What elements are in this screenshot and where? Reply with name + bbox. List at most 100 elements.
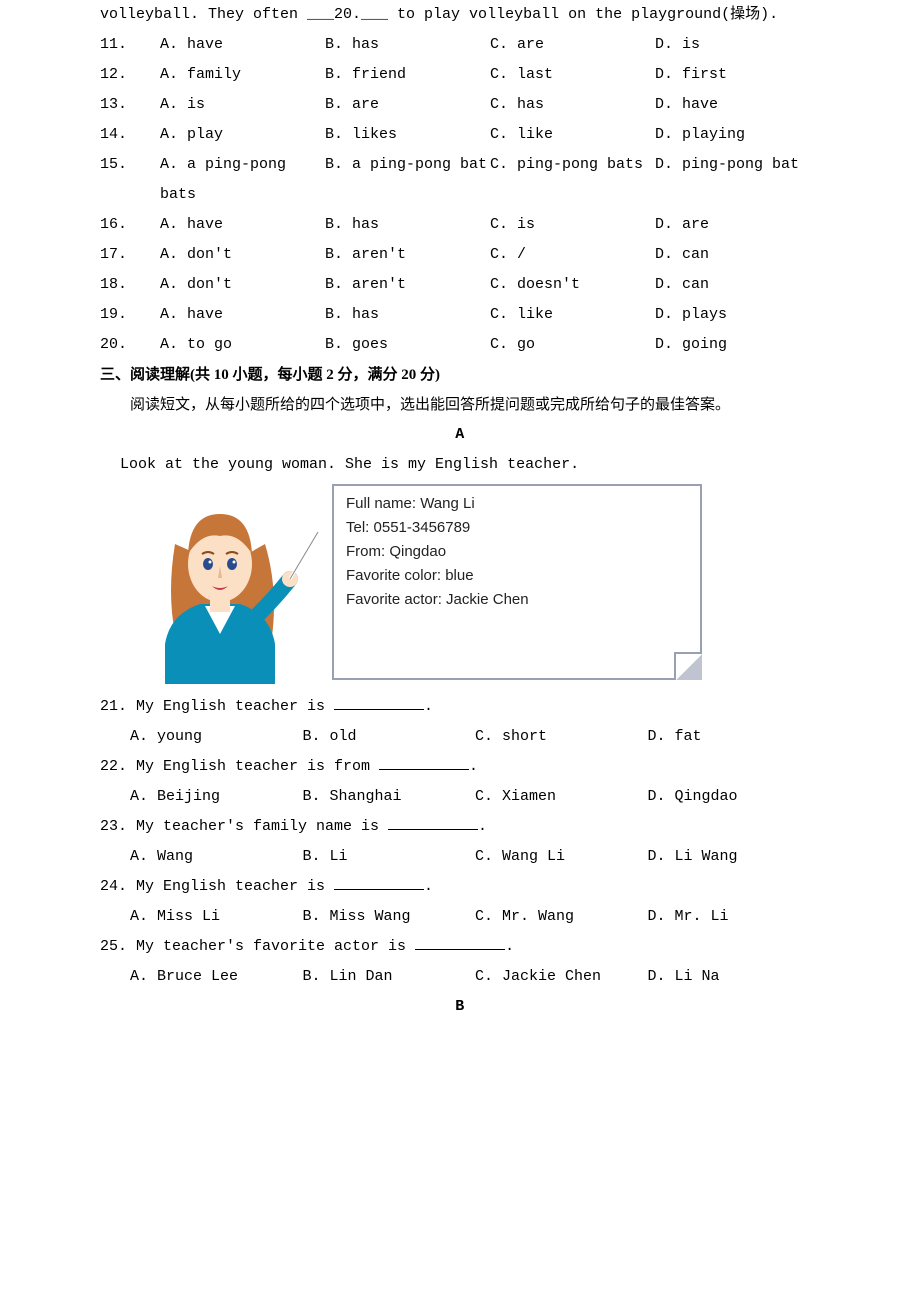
cloze-row: 13.A. isB. areC. hasD. have	[100, 90, 820, 120]
answer-blank	[415, 936, 505, 951]
ans-opt-c: C. short	[475, 722, 648, 752]
card-from-label: From:	[346, 543, 385, 560]
cloze-opt-b: B. has	[325, 300, 490, 330]
cloze-row: 12.A. familyB. friendC. lastD. first	[100, 60, 820, 90]
cloze-num: 19.	[100, 300, 160, 330]
cloze-opt-b: B. has	[325, 210, 490, 240]
cloze-row: 11.A. haveB. hasC. areD. is	[100, 30, 820, 60]
cloze-opt-d: D. going	[655, 330, 820, 360]
answer-row: A. Miss LiB. Miss WangC. Mr. WangD. Mr. …	[100, 902, 820, 932]
answer-row: A. WangB. LiC. Wang LiD. Li Wang	[100, 842, 820, 872]
card-fav-actor-label: Favorite actor:	[346, 591, 442, 608]
reading-a-questions: 21. My English teacher is .A. youngB. ol…	[100, 692, 820, 992]
cloze-row: 17.A. don'tB. aren'tC. /D. can	[100, 240, 820, 270]
cloze-opt-c: C. like	[490, 120, 655, 150]
teacher-info-card: Full name: Wang Li Tel: 0551-3456789 Fro…	[332, 484, 702, 680]
cloze-num: 14.	[100, 120, 160, 150]
cloze-opt-b: B. aren't	[325, 270, 490, 300]
section-3-heading: 三、阅读理解(共 10 小题，每小题 2 分，满分 20 分)	[100, 360, 820, 390]
cloze-opt-c: C. is	[490, 210, 655, 240]
cloze-opt-c: C. like	[490, 300, 655, 330]
cloze-num: 12.	[100, 60, 160, 90]
ans-opt-a: A. Bruce Lee	[130, 962, 303, 992]
cloze-opt-c: C. /	[490, 240, 655, 270]
cloze-row: 15.A. a ping-pong batsB. a ping-pong bat…	[100, 150, 820, 210]
card-tel: Tel: 0551-3456789	[346, 516, 688, 540]
answer-blank	[334, 696, 424, 711]
answer-row: A. youngB. oldC. shortD. fat	[100, 722, 820, 752]
cloze-opt-c: C. last	[490, 60, 655, 90]
cloze-opt-a: A. don't	[160, 270, 325, 300]
cloze-num: 18.	[100, 270, 160, 300]
cloze-opt-d: D. plays	[655, 300, 820, 330]
cloze-num: 16.	[100, 210, 160, 240]
ans-opt-d: D. Li Wang	[648, 842, 821, 872]
cloze-options: 11.A. haveB. hasC. areD. is12.A. familyB…	[100, 30, 820, 360]
ans-opt-b: B. Lin Dan	[303, 962, 476, 992]
cloze-num: 17.	[100, 240, 160, 270]
cloze-opt-d: D. are	[655, 210, 820, 240]
cloze-opt-a: A. have	[160, 300, 325, 330]
card-full-name-label: Full name:	[346, 495, 416, 512]
ans-opt-c: C. Jackie Chen	[475, 962, 648, 992]
ans-opt-a: A. Miss Li	[130, 902, 303, 932]
cloze-opt-a: A. have	[160, 30, 325, 60]
exam-page: volleyball. They often ___20.___ to play…	[0, 0, 920, 1302]
cloze-passage-line: volleyball. They often ___20.___ to play…	[100, 0, 820, 30]
teacher-illustration	[120, 484, 320, 684]
cloze-opt-b: B. a ping-pong bat	[325, 150, 490, 210]
question-line: 21. My English teacher is .	[100, 692, 820, 722]
answer-row: A. BeijingB. ShanghaiC. XiamenD. Qingdao	[100, 782, 820, 812]
answer-blank	[379, 756, 469, 771]
cloze-opt-a: A. have	[160, 210, 325, 240]
cloze-opt-a: A. a ping-pong bats	[160, 150, 325, 210]
passage-a-label: A	[100, 420, 820, 450]
cloze-num: 20.	[100, 330, 160, 360]
card-fav-actor-value: Jackie Chen	[446, 591, 529, 608]
cloze-opt-a: A. family	[160, 60, 325, 90]
ans-opt-a: A. Beijing	[130, 782, 303, 812]
ans-opt-a: A. Wang	[130, 842, 303, 872]
cloze-row: 16.A. haveB. hasC. isD. are	[100, 210, 820, 240]
cloze-opt-a: A. is	[160, 90, 325, 120]
cloze-opt-d: D. is	[655, 30, 820, 60]
ans-opt-d: D. fat	[648, 722, 821, 752]
answer-blank	[334, 876, 424, 891]
cloze-num: 13.	[100, 90, 160, 120]
cloze-opt-a: A. don't	[160, 240, 325, 270]
cloze-opt-d: D. can	[655, 270, 820, 300]
cloze-opt-c: C. go	[490, 330, 655, 360]
card-tel-value: 0551-3456789	[374, 519, 471, 536]
card-fav-color-value: blue	[445, 567, 473, 584]
cloze-opt-a: A. to go	[160, 330, 325, 360]
card-full-name-value: Wang Li	[420, 495, 474, 512]
ans-opt-c: C. Wang Li	[475, 842, 648, 872]
passage-b-label: B	[100, 992, 820, 1022]
section-3-instruction: 阅读短文，从每小题所给的四个选项中，选出能回答所提问题或完成所给句子的最佳答案。	[100, 390, 820, 420]
card-tel-label: Tel:	[346, 519, 369, 536]
cloze-opt-d: D. ping-pong bat	[655, 150, 820, 210]
cloze-opt-a: A. play	[160, 120, 325, 150]
question-line: 23. My teacher's family name is .	[100, 812, 820, 842]
card-fold-icon	[674, 652, 702, 680]
ans-opt-b: B. old	[303, 722, 476, 752]
cloze-opt-c: C. ping-pong bats	[490, 150, 655, 210]
ans-opt-c: C. Mr. Wang	[475, 902, 648, 932]
cloze-opt-b: B. aren't	[325, 240, 490, 270]
card-fav-color-label: Favorite color:	[346, 567, 441, 584]
reading-a-figure-row: Full name: Wang Li Tel: 0551-3456789 Fro…	[120, 484, 820, 684]
cloze-opt-d: D. playing	[655, 120, 820, 150]
ans-opt-b: B. Li	[303, 842, 476, 872]
question-line: 24. My English teacher is .	[100, 872, 820, 902]
card-fav-actor: Favorite actor: Jackie Chen	[346, 588, 688, 612]
question-line: 22. My English teacher is from .	[100, 752, 820, 782]
ans-opt-b: B. Miss Wang	[303, 902, 476, 932]
ans-opt-a: A. young	[130, 722, 303, 752]
cloze-opt-d: D. can	[655, 240, 820, 270]
cloze-opt-b: B. likes	[325, 120, 490, 150]
answer-row: A. Bruce LeeB. Lin DanC. Jackie ChenD. L…	[100, 962, 820, 992]
question-line: 25. My teacher's favorite actor is .	[100, 932, 820, 962]
ans-opt-d: D. Mr. Li	[648, 902, 821, 932]
cloze-opt-b: B. goes	[325, 330, 490, 360]
cloze-opt-d: D. have	[655, 90, 820, 120]
